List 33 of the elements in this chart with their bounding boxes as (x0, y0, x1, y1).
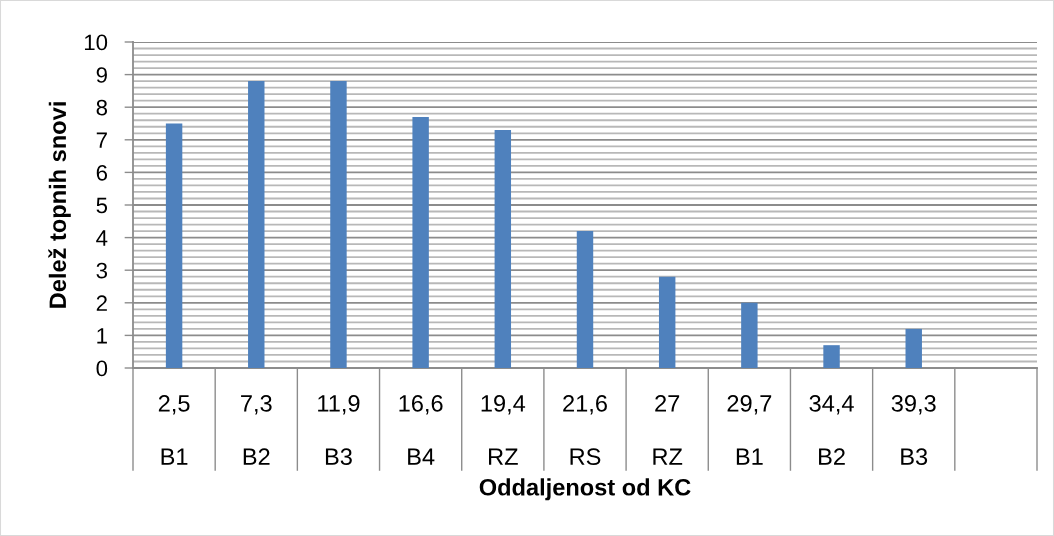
x-axis-title: Oddaljenost od KC (479, 478, 691, 501)
y-tick-label: 5 (96, 197, 108, 214)
bar (494, 130, 512, 368)
bar (576, 231, 594, 368)
bar (165, 123, 183, 368)
bar (248, 81, 265, 368)
y-tick-label: 3 (96, 262, 108, 279)
bar (330, 81, 347, 368)
category-label: 11,9 B3 (318, 395, 360, 466)
category-label: 21,6 RS (563, 395, 607, 466)
y-tick-label: 6 (96, 164, 108, 181)
bar (412, 116, 429, 368)
y-tick-label: 1 (97, 328, 107, 344)
category-label: 39,3 B3 (891, 395, 936, 466)
y-axis-title: Delež topnih snovi (48, 102, 71, 308)
bar (905, 328, 922, 368)
category-label: 7,3 B2 (241, 395, 272, 465)
category-label: 2,5 B1 (158, 395, 190, 465)
y-tick-label: 0 (96, 360, 108, 377)
category-label: 19,4 RZ (481, 395, 526, 465)
bar (658, 276, 676, 368)
category-label: 29,7 B1 (727, 395, 772, 465)
category-label: 27 RZ (653, 395, 683, 465)
category-label: 34,4 B2 (809, 395, 854, 465)
y-tick-label: 10 (84, 34, 108, 51)
y-tick-label: 9 (96, 67, 107, 83)
category-label: 16,6 B4 (399, 395, 443, 465)
y-tick-label: 4 (96, 230, 108, 246)
bar (823, 345, 840, 368)
bar (741, 302, 758, 368)
y-tick-label: 8 (96, 99, 108, 116)
y-tick-label: 7 (96, 132, 107, 148)
y-tick-label: 2 (96, 295, 107, 311)
